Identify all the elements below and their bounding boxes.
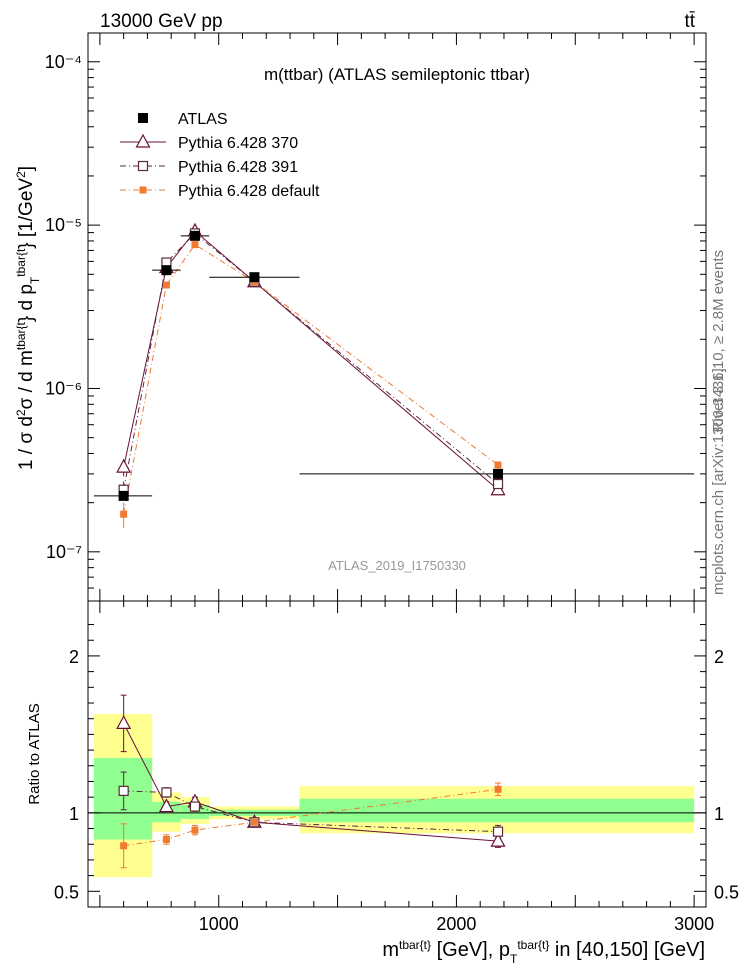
main-marks [93,222,695,518]
point-ratio [490,832,506,847]
legend-marker [137,160,149,172]
ratio-frame [87,600,707,908]
point-main-data [189,230,200,241]
x-tick-label: 1000 [199,914,239,934]
legend-label: Pythia 6.428 391 [178,159,298,176]
y-tick-label: 10⁻⁵ [45,215,82,235]
ratio-bands [88,713,706,878]
legend-marker [139,186,147,194]
point-main [494,461,502,469]
ratio-panel: 0.5 0.5 1 1 2 2 1000 2000 3000 Ratio to ATLAS mt… [26,600,739,966]
point-main-data [161,265,172,276]
point-ratio [116,715,132,730]
legend-label: Pythia 6.428 default [178,183,320,200]
point-main [120,510,128,518]
ratio-y-tick-label: 2 [69,647,79,667]
side-label-bottom: mcplots.cern.ch [arXiv:1306.3436] [710,368,727,595]
watermark: ATLAS_2019_I1750330 [328,558,466,573]
uncertainty-band-inner [93,757,153,840]
point-ratio [120,842,128,850]
main-panel: 10⁻⁷ 10⁻⁶ 10⁻⁵ 10⁻⁴ m(ttbar) (ATLAS semilep… [14,32,707,602]
x-tick-label: 3000 [674,914,714,934]
point-ratio [118,785,129,796]
point-ratio [191,826,199,834]
point-main-data [249,272,260,283]
y-tick-label: 10⁻⁷ [46,542,82,562]
ratio-marks [116,715,506,850]
series-line-ratio [123,788,499,847]
point-ratio [162,836,170,844]
ratio-y-tick-label-right: 2 [714,647,724,667]
legend-label: Pythia 6.428 370 [178,135,298,152]
point-ratio [158,798,174,813]
point-main-data [118,490,129,501]
ratio-ylabel: Ratio to ATLAS [26,703,43,804]
header-left: 13000 GeV pp [100,11,223,32]
point-ratio [492,826,504,837]
point-main [116,458,132,473]
ratio-y-tick-label: 1 [69,804,79,824]
legend: ATLAS Pythia 6.428 370 Pythia 6.428 391 Pyt… [120,111,320,200]
main-ylabel: 1 / σ d2σ / d mtbar{t} d pTtbar{t} [1/Ge… [14,166,42,470]
point-ratio [189,801,201,812]
legend-marker [135,133,151,148]
x-axis-label: mtbar{t} [GeV], pTtbar{t} in [40,150] [G… [382,938,705,966]
ratio-y-tick-label: 0.5 [54,882,79,902]
header-right: tt̄ [684,11,695,32]
point-ratio [250,818,258,826]
ratio-y-tick-label-right: 0.5 [714,882,739,902]
point-main [492,478,504,490]
ratio-y-tick-label-right: 1 [714,804,724,824]
point-ratio [161,787,172,798]
ratio-lines [120,694,502,869]
point-ratio [494,785,502,793]
y-tick-label: 10⁻⁴ [45,52,82,72]
y-tick-label: 10⁻⁶ [45,378,82,398]
uncertainty-band-inner [299,798,695,823]
main-ticks: 10⁻⁷ 10⁻⁶ 10⁻⁵ 10⁻⁴ [45,33,706,602]
series-line-main [123,232,499,490]
point-main-data [493,468,504,479]
legend-label: ATLAS [178,111,228,128]
ratio-ticks: 0.5 0.5 1 1 2 2 1000 2000 3000 [54,601,739,934]
main-lines [123,230,499,528]
side-label-top: Rivet 3.1.10, ≥ 2.8M events [710,250,727,433]
point-main [162,281,170,289]
x-tick-label: 2000 [436,914,476,934]
main-title: m(ttbar) (ATLAS semileptonic ttbar) [264,65,530,84]
legend-marker [138,113,148,123]
point-main [191,241,199,249]
